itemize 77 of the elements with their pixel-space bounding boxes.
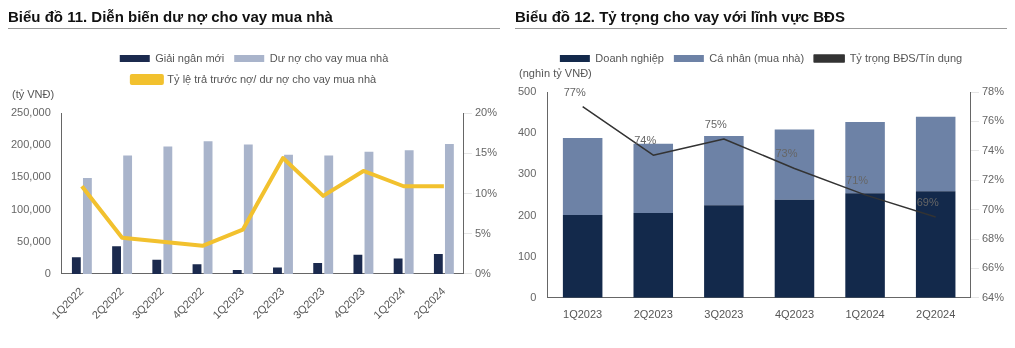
- bar: [774, 199, 815, 298]
- x-tick-label: 4Q2023: [774, 308, 815, 321]
- bar: [163, 146, 173, 274]
- y-tick-label: 100: [517, 249, 537, 262]
- bar: [774, 129, 815, 200]
- bar: [284, 154, 293, 274]
- legend-label: Tỷ trọng BĐS/Tín dụng: [849, 51, 963, 64]
- bar: [562, 138, 603, 216]
- legend-label: Dư nợ cho vay mua nhà: [269, 51, 390, 64]
- bar: [704, 136, 744, 206]
- bar: [393, 258, 403, 274]
- bar: [152, 259, 162, 274]
- y2-tick-label: 76%: [981, 114, 1005, 127]
- data-label: 69%: [916, 195, 939, 208]
- bar: [123, 155, 133, 274]
- y-tick-label: 100,000: [11, 202, 51, 215]
- legend-label: Tỷ lệ trả trước nợ/ dư nợ cho vay mua nhà: [167, 72, 378, 85]
- x-tick-label: 1Q2024: [845, 308, 885, 321]
- bar: [82, 178, 92, 274]
- data-label: 77%: [563, 85, 586, 98]
- data-label: 75%: [704, 118, 728, 131]
- bar: [273, 267, 282, 274]
- bar: [915, 116, 956, 192]
- legend-label: Cá nhân (mua nhà): [709, 51, 805, 64]
- bar: [112, 246, 121, 274]
- data-label: 71%: [846, 173, 869, 186]
- y2-tick-label: 5%: [474, 226, 492, 239]
- y2-tick-label: 78%: [981, 85, 1005, 98]
- x-tick-label: 1Q2023: [563, 308, 603, 321]
- y2-tick-label: 15%: [474, 146, 498, 159]
- y2-tick-label: 66%: [981, 261, 1005, 274]
- y-tick-label: 400: [517, 126, 537, 139]
- y2-tick-label: 70%: [981, 202, 1005, 215]
- bar: [633, 213, 674, 298]
- data-label: 73%: [775, 147, 798, 160]
- y-tick-label: 0: [530, 290, 537, 303]
- y-axis-title: (nghìn tỷ VNĐ): [519, 67, 592, 80]
- bar: [444, 143, 454, 274]
- y2-tick-label: 74%: [981, 143, 1005, 156]
- legend-label: Giải ngân mới: [155, 51, 225, 64]
- bar: [71, 257, 81, 274]
- bar: [433, 254, 443, 274]
- bar: [562, 215, 603, 298]
- y-tick-label: 0: [44, 267, 51, 280]
- y-tick-label: 150,000: [11, 170, 51, 183]
- bar: [845, 193, 885, 298]
- bar: [243, 144, 253, 274]
- bar: [192, 264, 202, 274]
- y2-tick-label: 10%: [474, 186, 498, 199]
- x-tick-label: 3Q2023: [704, 308, 744, 321]
- data-label: 74%: [634, 134, 657, 147]
- bar: [704, 205, 744, 298]
- x-tick-label: 2Q2023: [633, 308, 673, 321]
- bar: [845, 122, 885, 194]
- legend-label: Doanh nghiệp: [595, 51, 664, 64]
- y-axis-title: (tỷ VNĐ): [12, 88, 55, 101]
- y-tick-label: 250,000: [11, 106, 51, 119]
- y-tick-label: 50,000: [17, 234, 51, 247]
- bar: [313, 263, 323, 274]
- bar: [232, 270, 242, 274]
- bar: [633, 143, 674, 214]
- y-tick-label: 500: [517, 85, 537, 98]
- y2-tick-label: 0%: [474, 267, 492, 280]
- y-tick-label: 200,000: [11, 138, 51, 151]
- chart-title: Biểu đồ 11. Diễn biến dư nợ cho vay mua nhà: [8, 8, 500, 29]
- bar: [404, 150, 414, 274]
- chart-title: Biểu đồ 12. Tỷ trọng cho vay với lĩnh vực BĐS: [515, 8, 1007, 29]
- y-tick-label: 300: [517, 167, 537, 180]
- bar: [324, 155, 334, 274]
- bar: [915, 191, 956, 298]
- y2-tick-label: 64%: [981, 290, 1005, 303]
- y2-tick-label: 20%: [474, 106, 498, 119]
- y2-tick-label: 68%: [981, 232, 1005, 245]
- bar: [353, 254, 363, 274]
- y2-tick-label: 72%: [981, 173, 1005, 186]
- y-tick-label: 200: [517, 208, 537, 221]
- x-tick-label: 2Q2024: [916, 308, 956, 321]
